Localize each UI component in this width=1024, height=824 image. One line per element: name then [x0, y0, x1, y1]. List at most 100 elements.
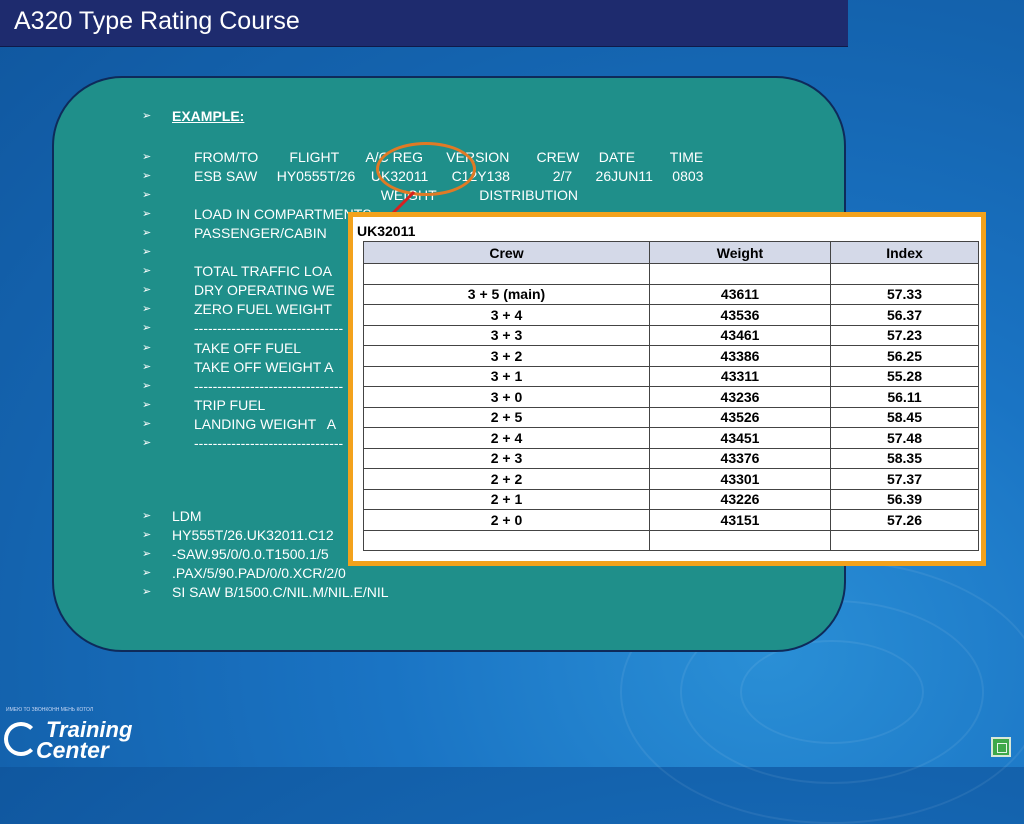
- logo-text-training: Training: [46, 717, 133, 742]
- table-row: 3 + 3 43461 57.23: [363, 324, 979, 346]
- ldm-line-text: LDM: [172, 508, 202, 524]
- loadsheet-line-text: EXAMPLE:: [172, 108, 245, 124]
- cell-crew: 3 + 3: [363, 324, 650, 346]
- cell-index: 56.11: [830, 386, 979, 408]
- table-row: 3 + 1 43311 55.28: [363, 365, 979, 387]
- bullet-arrow-icon: ➢: [142, 284, 152, 297]
- table-row: 2 + 1 43226 56.39: [363, 488, 979, 510]
- header-weight: Weight: [649, 241, 831, 264]
- ac-reg-highlight-circle: [376, 142, 476, 196]
- table-row: 2 + 0 43151 57.26: [363, 509, 979, 531]
- crew-weight-table-box: UK32011 Crew Weight Index 3 + 5 (main) 43…: [348, 212, 986, 566]
- table-row: 2 + 2 43301 57.37: [363, 468, 979, 490]
- table-row: 2 + 4 43451 57.48: [363, 427, 979, 449]
- ldm-line-text: HY555T/26.UK32011.C12: [172, 527, 334, 543]
- cell-weight: 43376: [649, 447, 831, 469]
- table-row: 3 + 5 (main) 43611 57.33: [363, 283, 979, 305]
- cell-crew: [363, 529, 650, 551]
- ldm-line-text: -SAW.95/0/0.0.T1500.1/5: [172, 546, 329, 562]
- loadsheet-line-text: TAKE OFF WEIGHT A: [194, 358, 334, 375]
- bullet-arrow-icon: ➢: [142, 189, 152, 202]
- cell-weight: 43151: [649, 509, 831, 531]
- cell-weight: [649, 263, 831, 285]
- cell-crew: 3 + 5 (main): [363, 283, 650, 305]
- cell-index: 58.35: [830, 447, 979, 469]
- title-bar: A320 Type Rating Course: [0, 0, 848, 47]
- bullet-arrow-icon: ➢: [142, 246, 152, 259]
- cell-index: 56.25: [830, 345, 979, 367]
- bullet-arrow-icon: ➢: [142, 567, 152, 579]
- cell-weight: 43526: [649, 406, 831, 428]
- loadsheet-line-text: LOAD IN COMPARTMENTS: [194, 206, 372, 223]
- cell-weight: [649, 529, 831, 551]
- table-label: UK32011: [357, 223, 416, 239]
- header-crew: Crew: [363, 241, 650, 264]
- cell-index: 56.37: [830, 304, 979, 326]
- bullet-arrow-icon: ➢: [142, 360, 152, 373]
- bullet-arrow-icon: ➢: [142, 398, 152, 411]
- cell-crew: 3 + 0: [363, 386, 650, 408]
- logo-text-center: Center: [36, 737, 109, 763]
- cell-weight: 43611: [649, 283, 831, 305]
- logo-fine-print: ИМЕЮ ТО ЗВОНКОНН МЕНЬ КОТОЛ: [6, 707, 94, 713]
- table-row: [363, 529, 979, 551]
- cell-crew: [363, 263, 650, 285]
- bullet-arrow-icon: ➢: [142, 341, 152, 354]
- bullet-arrow-icon: ➢: [142, 322, 152, 335]
- bullet-arrow-icon: ➢: [142, 436, 152, 449]
- bullet-arrow-icon: ➢: [142, 151, 152, 163]
- cell-crew: 3 + 1: [363, 365, 650, 387]
- cell-weight: 43301: [649, 468, 831, 490]
- bullet-arrow-icon: ➢: [142, 303, 152, 316]
- crew-weight-table: Crew Weight Index 3 + 5 (main) 43611 57.33…: [363, 241, 979, 551]
- loadsheet-line-text: --------------------------------: [194, 434, 344, 451]
- cell-crew: 2 + 3: [363, 447, 650, 469]
- table-row: 3 + 2 43386 56.25: [363, 345, 979, 367]
- loadsheet-line-text: --------------------------------: [194, 377, 344, 394]
- ldm-line-text: SI SAW B/1500.C/NIL.M/NIL.E/NIL: [172, 584, 389, 600]
- cell-index: 57.33: [830, 283, 979, 305]
- bullet-arrow-icon: ➢: [142, 265, 152, 278]
- cell-crew: 3 + 4: [363, 304, 650, 326]
- bullet-arrow-icon: ➢: [142, 417, 152, 430]
- cell-crew: 2 + 4: [363, 427, 650, 449]
- loadsheet-line-text: LANDING WEIGHT A: [194, 415, 337, 432]
- loadsheet-line-text: PASSENGER/CABIN: [194, 225, 327, 242]
- cell-crew: 3 + 2: [363, 345, 650, 367]
- logo-c-icon: [4, 722, 38, 756]
- cell-weight: 43461: [649, 324, 831, 346]
- cell-index: [830, 529, 979, 551]
- table-row: 3 + 4 43536 56.37: [363, 304, 979, 326]
- loadsheet-line-text: TOTAL TRAFFIC LOA: [194, 263, 332, 280]
- bullet-arrow-icon: ➢: [142, 227, 152, 240]
- cell-index: 57.23: [830, 324, 979, 346]
- cell-crew: 2 + 0: [363, 509, 650, 531]
- table-row: 2 + 5 43526 58.45: [363, 406, 979, 428]
- cell-index: 58.45: [830, 406, 979, 428]
- cell-index: 57.37: [830, 468, 979, 490]
- slide-nav-button[interactable]: [991, 737, 1011, 757]
- header-index: Index: [830, 241, 979, 264]
- cell-weight: 43536: [649, 304, 831, 326]
- loadsheet-line-text: ZERO FUEL WEIGHT: [194, 301, 332, 318]
- cell-crew: 2 + 1: [363, 488, 650, 510]
- cell-weight: 43451: [649, 427, 831, 449]
- bullet-arrow-icon: ➢: [142, 170, 152, 183]
- cell-index: 57.26: [830, 509, 979, 531]
- cell-index: 56.39: [830, 488, 979, 510]
- bullet-arrow-icon: ➢: [142, 586, 152, 598]
- cell-weight: 43226: [649, 488, 831, 510]
- table-header-row: Crew Weight Index: [363, 241, 979, 264]
- cell-weight: 43311: [649, 365, 831, 387]
- cell-weight: 43386: [649, 345, 831, 367]
- cell-index: 55.28: [830, 365, 979, 387]
- bullet-arrow-icon: ➢: [142, 548, 152, 560]
- bullet-arrow-icon: ➢: [142, 529, 152, 541]
- bullet-arrow-icon: ➢: [142, 208, 152, 221]
- bullet-arrow-icon: ➢: [142, 379, 152, 392]
- page-title: A320 Type Rating Course: [14, 7, 300, 35]
- loadsheet-line-text: TAKE OFF FUEL: [194, 339, 302, 356]
- cell-index: [830, 263, 979, 285]
- cell-weight: 43236: [649, 386, 831, 408]
- table-row: [363, 263, 979, 285]
